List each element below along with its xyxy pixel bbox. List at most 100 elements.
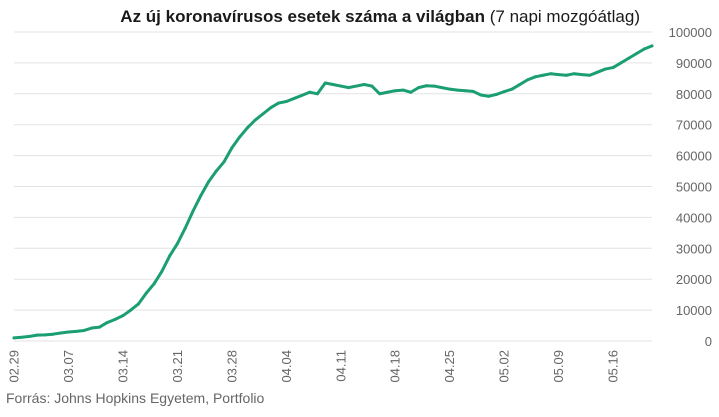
- data-point: [214, 169, 218, 173]
- data-point: [564, 73, 568, 77]
- data-point: [510, 87, 514, 91]
- data-point: [105, 320, 109, 324]
- y-tick-label: 70000: [676, 118, 712, 133]
- data-point: [315, 92, 319, 96]
- data-point: [487, 94, 491, 98]
- x-axis-ticks: 02.29 03.07 03.14 03.21 03.28 04.04 04.11 04.18…: [7, 350, 621, 383]
- data-point: [269, 106, 273, 110]
- data-point: [502, 90, 506, 94]
- data-point: [160, 269, 164, 273]
- x-tick-label: 03.28: [224, 350, 239, 383]
- data-point: [230, 146, 234, 150]
- data-point: [113, 317, 117, 321]
- data-point: [479, 93, 483, 97]
- data-point: [432, 84, 436, 88]
- y-tick-label: 10000: [676, 303, 712, 318]
- y-tick-label: 50000: [676, 180, 712, 195]
- data-point: [557, 73, 561, 77]
- data-point: [518, 83, 522, 87]
- y-tick-label: 40000: [676, 210, 712, 225]
- data-point: [284, 100, 288, 104]
- data-point: [393, 89, 397, 93]
- data-point: [245, 126, 249, 130]
- data-point: [370, 84, 374, 88]
- data-point: [339, 84, 343, 88]
- data-point: [455, 88, 459, 92]
- data-point: [331, 83, 335, 87]
- data-point: [611, 66, 615, 70]
- data-point: [43, 333, 47, 337]
- data-point: [12, 336, 16, 340]
- data-point: [549, 72, 553, 76]
- data-point: [28, 334, 32, 338]
- series-line: [12, 44, 654, 340]
- data-point: [90, 326, 94, 330]
- y-tick-label: 100000: [669, 25, 712, 40]
- y-tick-label: 60000: [676, 149, 712, 164]
- data-point: [35, 333, 39, 337]
- data-point: [292, 96, 296, 100]
- y-tick-label: 80000: [676, 87, 712, 102]
- x-tick-label: 05.16: [606, 350, 621, 383]
- data-point: [463, 89, 467, 93]
- data-point: [20, 335, 24, 339]
- source-note: Forrás: Johns Hopkins Egyetem, Portfolio: [6, 390, 265, 406]
- data-point: [98, 325, 102, 329]
- data-point: [440, 86, 444, 90]
- data-point: [222, 160, 226, 164]
- data-point: [175, 242, 179, 246]
- x-tick-label: 02.29: [7, 350, 22, 383]
- data-point: [144, 291, 148, 295]
- data-point: [129, 308, 133, 312]
- data-point: [238, 135, 242, 139]
- y-tick-label: 90000: [676, 56, 712, 71]
- data-point: [308, 90, 312, 94]
- x-tick-label: 05.09: [551, 350, 566, 383]
- data-point: [494, 92, 498, 96]
- chart-title-sub: (7 napi mozgóátlag): [489, 7, 640, 26]
- data-point: [152, 282, 156, 286]
- data-point: [526, 78, 530, 82]
- y-tick-label: 30000: [676, 241, 712, 256]
- data-point: [51, 332, 55, 336]
- data-point: [417, 86, 421, 90]
- data-point: [596, 70, 600, 74]
- x-tick-label: 03.21: [170, 350, 185, 383]
- data-point: [580, 73, 584, 77]
- data-point: [66, 330, 70, 334]
- y-axis-ticks: 1000009000080000700006000050000400003000…: [669, 25, 712, 349]
- y-tick-label: 20000: [676, 272, 712, 287]
- data-point: [448, 87, 452, 91]
- data-point: [572, 72, 576, 76]
- data-point: [261, 112, 265, 116]
- data-point: [277, 101, 281, 105]
- data-point: [82, 328, 86, 332]
- data-point: [409, 90, 413, 94]
- data-point: [207, 180, 211, 184]
- data-point: [541, 73, 545, 77]
- data-point: [199, 194, 203, 198]
- x-tick-label: 03.07: [61, 350, 76, 383]
- data-point: [136, 302, 140, 306]
- chart-title-main: Az új koronavírusos esetek száma a világ…: [120, 7, 485, 26]
- chart-title: Az új koronavírusos esetek száma a világ…: [0, 7, 640, 27]
- data-point: [168, 254, 172, 258]
- data-point: [354, 84, 358, 88]
- data-point: [627, 56, 631, 60]
- data-point: [603, 67, 607, 71]
- data-point: [183, 226, 187, 230]
- data-point: [74, 329, 78, 333]
- data-point: [378, 92, 382, 96]
- data-point: [642, 47, 646, 51]
- x-tick-label: 05.02: [497, 350, 512, 383]
- x-tick-label: 04.11: [333, 350, 348, 382]
- data-point: [59, 331, 63, 335]
- series-lines: [12, 44, 654, 340]
- data-point: [619, 61, 623, 65]
- data-point: [401, 88, 405, 92]
- x-tick-label: 03.14: [115, 350, 130, 383]
- data-point: [424, 84, 428, 88]
- x-tick-label: 04.25: [442, 350, 457, 383]
- y-tick-label: 0: [705, 334, 712, 349]
